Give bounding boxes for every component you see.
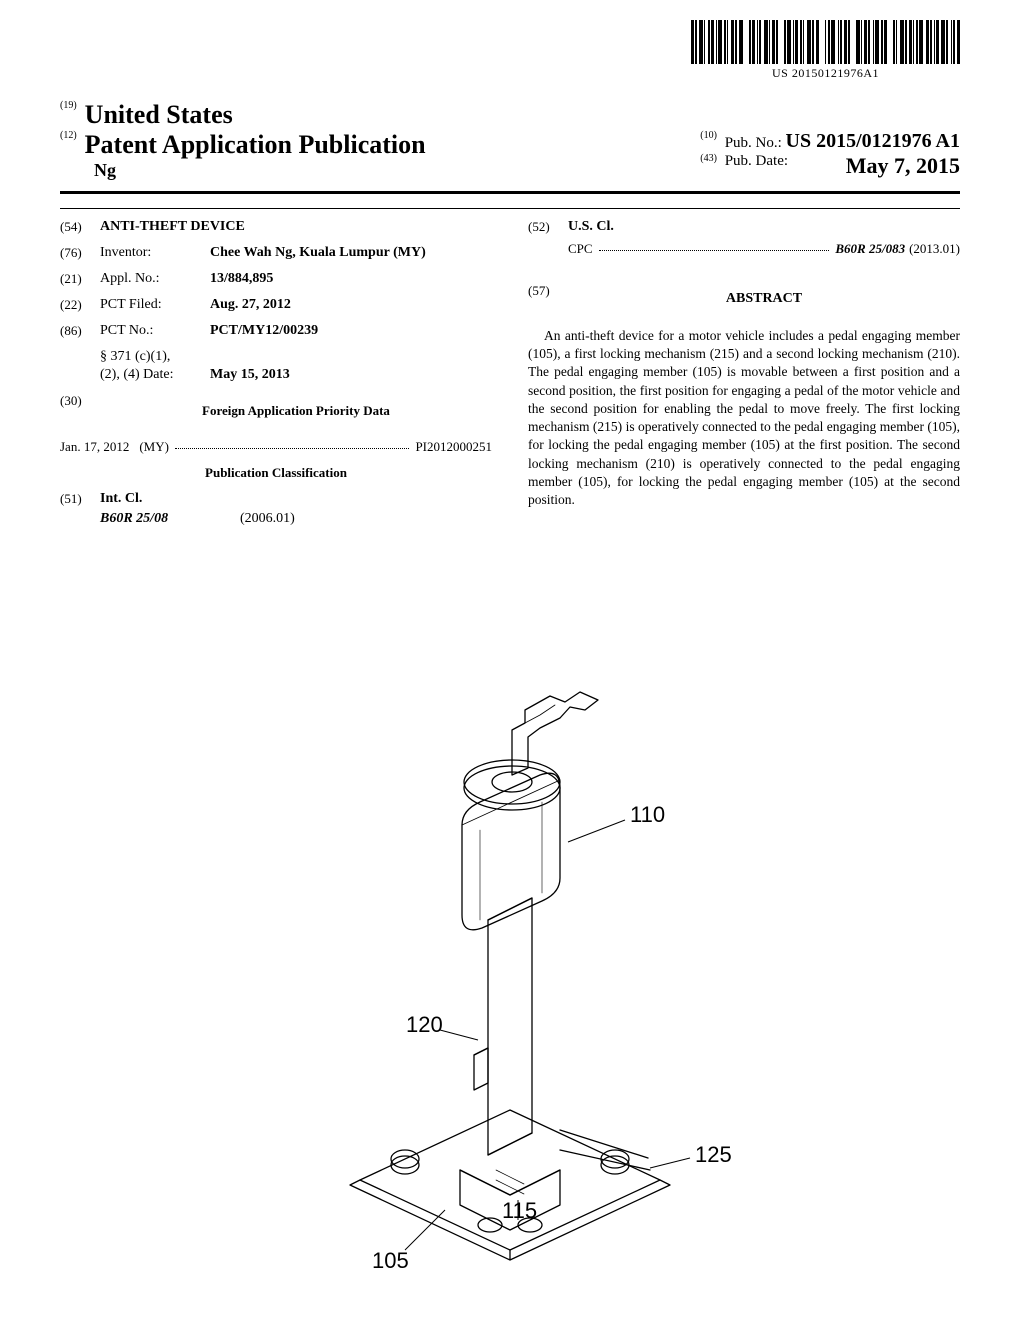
barcode bbox=[691, 20, 960, 64]
invention-title: ANTI-THEFT DEVICE bbox=[100, 219, 492, 235]
dots-leader bbox=[175, 439, 409, 449]
patent-figure: 110 120 125 115 105 bbox=[0, 600, 1020, 1300]
foreign-code: (30) bbox=[60, 393, 100, 429]
country-prefix: (19) bbox=[60, 100, 77, 111]
pctfiled-code: (22) bbox=[60, 297, 100, 313]
appl-label: Appl. No.: bbox=[100, 271, 210, 287]
foreign-country: (MY) bbox=[139, 439, 169, 455]
callout-120: 120 bbox=[406, 1012, 443, 1037]
bibliographic-section: (54) ANTI-THEFT DEVICE (76) Inventor: Ch… bbox=[60, 219, 960, 537]
inventor-surname: Ng bbox=[94, 160, 426, 181]
intcl-code: (51) bbox=[60, 491, 100, 507]
callout-110: 110 bbox=[630, 802, 665, 827]
foreign-head: Foreign Application Priority Data bbox=[100, 403, 492, 419]
sect371-line2: (2), (4) Date: bbox=[100, 367, 210, 383]
sect371-value: May 15, 2013 bbox=[210, 367, 492, 383]
inventor-code: (76) bbox=[60, 245, 100, 261]
intcl-label: Int. Cl. bbox=[100, 491, 492, 507]
abstract-text: An anti-theft device for a motor vehicle… bbox=[528, 327, 960, 509]
abstract-head: ABSTRACT bbox=[568, 291, 960, 307]
inventor-label: Inventor: bbox=[100, 245, 210, 261]
dots-leader-2 bbox=[599, 241, 830, 251]
pctfiled-value: Aug. 27, 2012 bbox=[210, 297, 492, 313]
intcl-year: (2006.01) bbox=[240, 511, 295, 527]
barcode-block: US 20150121976A1 bbox=[691, 20, 960, 81]
cpc-year: (2013.01) bbox=[909, 241, 960, 257]
inventor-value: Chee Wah Ng, Kuala Lumpur (MY) bbox=[210, 245, 492, 261]
left-column: (54) ANTI-THEFT DEVICE (76) Inventor: Ch… bbox=[60, 219, 492, 537]
abstract-code: (57) bbox=[528, 283, 568, 317]
sect371-label: § 371 (c)(1), bbox=[100, 349, 210, 365]
publication-number: US 2015/0121976 A1 bbox=[786, 130, 960, 152]
pctno-value: PCT/MY12/00239 bbox=[210, 323, 492, 339]
uscl-code: (52) bbox=[528, 219, 568, 235]
cpc-value: B60R 25/083 bbox=[835, 241, 905, 257]
pubclass-head: Publication Classification bbox=[60, 465, 492, 481]
pctno-label: PCT No.: bbox=[100, 323, 210, 339]
pubdate-prefix: (43) bbox=[700, 153, 717, 164]
header: (19) United States (12) Patent Applicati… bbox=[60, 100, 960, 181]
cpc-label: CPC bbox=[568, 241, 593, 257]
device-drawing: 110 120 125 115 105 bbox=[230, 610, 790, 1290]
foreign-date: Jan. 17, 2012 bbox=[60, 439, 129, 455]
pctno-code: (86) bbox=[60, 323, 100, 339]
intcl-value: B60R 25/08 bbox=[100, 511, 240, 527]
uscl-label: U.S. Cl. bbox=[568, 219, 960, 235]
divider-thin bbox=[60, 208, 960, 209]
callout-125: 125 bbox=[695, 1142, 732, 1167]
appl-value: 13/884,895 bbox=[210, 271, 492, 287]
title-code: (54) bbox=[60, 219, 100, 235]
barcode-text: US 20150121976A1 bbox=[691, 66, 960, 81]
callout-105: 105 bbox=[372, 1248, 409, 1273]
foreign-number: PI2012000251 bbox=[415, 439, 492, 455]
right-column: (52) U.S. Cl. CPC B60R 25/083 (2013.01) … bbox=[528, 219, 960, 537]
publication-date: May 7, 2015 bbox=[846, 153, 960, 179]
appl-code: (21) bbox=[60, 271, 100, 287]
publication-type: Patent Application Publication bbox=[85, 130, 426, 159]
pctfiled-label: PCT Filed: bbox=[100, 297, 210, 313]
pubno-prefix: (10) bbox=[700, 130, 717, 141]
pubno-label: Pub. No.: bbox=[725, 135, 782, 151]
pubdate-label: Pub. Date: bbox=[725, 153, 788, 169]
callout-115: 115 bbox=[502, 1198, 537, 1223]
pub-prefix: (12) bbox=[60, 130, 77, 141]
country: United States bbox=[85, 100, 233, 129]
divider-thick bbox=[60, 191, 960, 194]
